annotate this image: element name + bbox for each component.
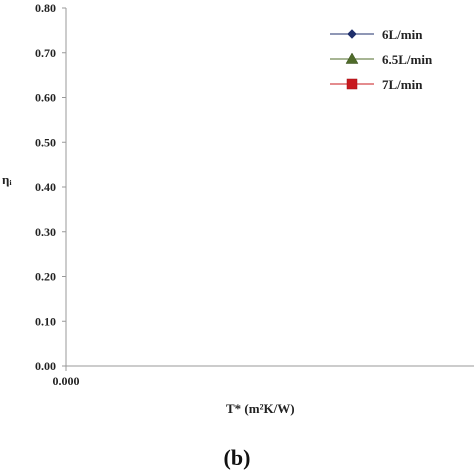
data-point: [347, 29, 357, 39]
y-tick-label: 0.80: [35, 1, 56, 15]
x-ticks: 0.0000.0050.0100.0150.0200.0250.030: [53, 366, 80, 388]
y-tick-label: 0.70: [35, 46, 56, 60]
y-tick-label: 0.00: [35, 359, 56, 373]
legend-label: 6.5L/min: [382, 52, 433, 67]
data-point: [346, 78, 358, 90]
x-tick-label: 0.000: [53, 374, 80, 388]
y-axis-title: ηᵢ: [2, 172, 12, 187]
y-tick-label: 0.60: [35, 91, 56, 105]
x-axis-title: T* (m²K/W): [226, 401, 295, 416]
legend-label: 7L/min: [382, 77, 423, 92]
legend: 6L/min 6.5L/min 7L/min: [330, 27, 433, 92]
y-tick-label: 0.20: [35, 270, 56, 284]
panel-label: (b): [224, 445, 251, 470]
y-tick-label: 0.10: [35, 314, 56, 328]
y-tick-label: 0.40: [35, 180, 56, 194]
y-ticks: 0.00 0.10 0.20 0.30 0.40 0.50 0.60 0.70 0.80: [35, 1, 66, 373]
y-tick-label: 0.30: [35, 225, 56, 239]
y-tick-label: 0.50: [35, 135, 56, 149]
data-point: [345, 52, 359, 64]
legend-label: 6L/min: [382, 27, 423, 42]
